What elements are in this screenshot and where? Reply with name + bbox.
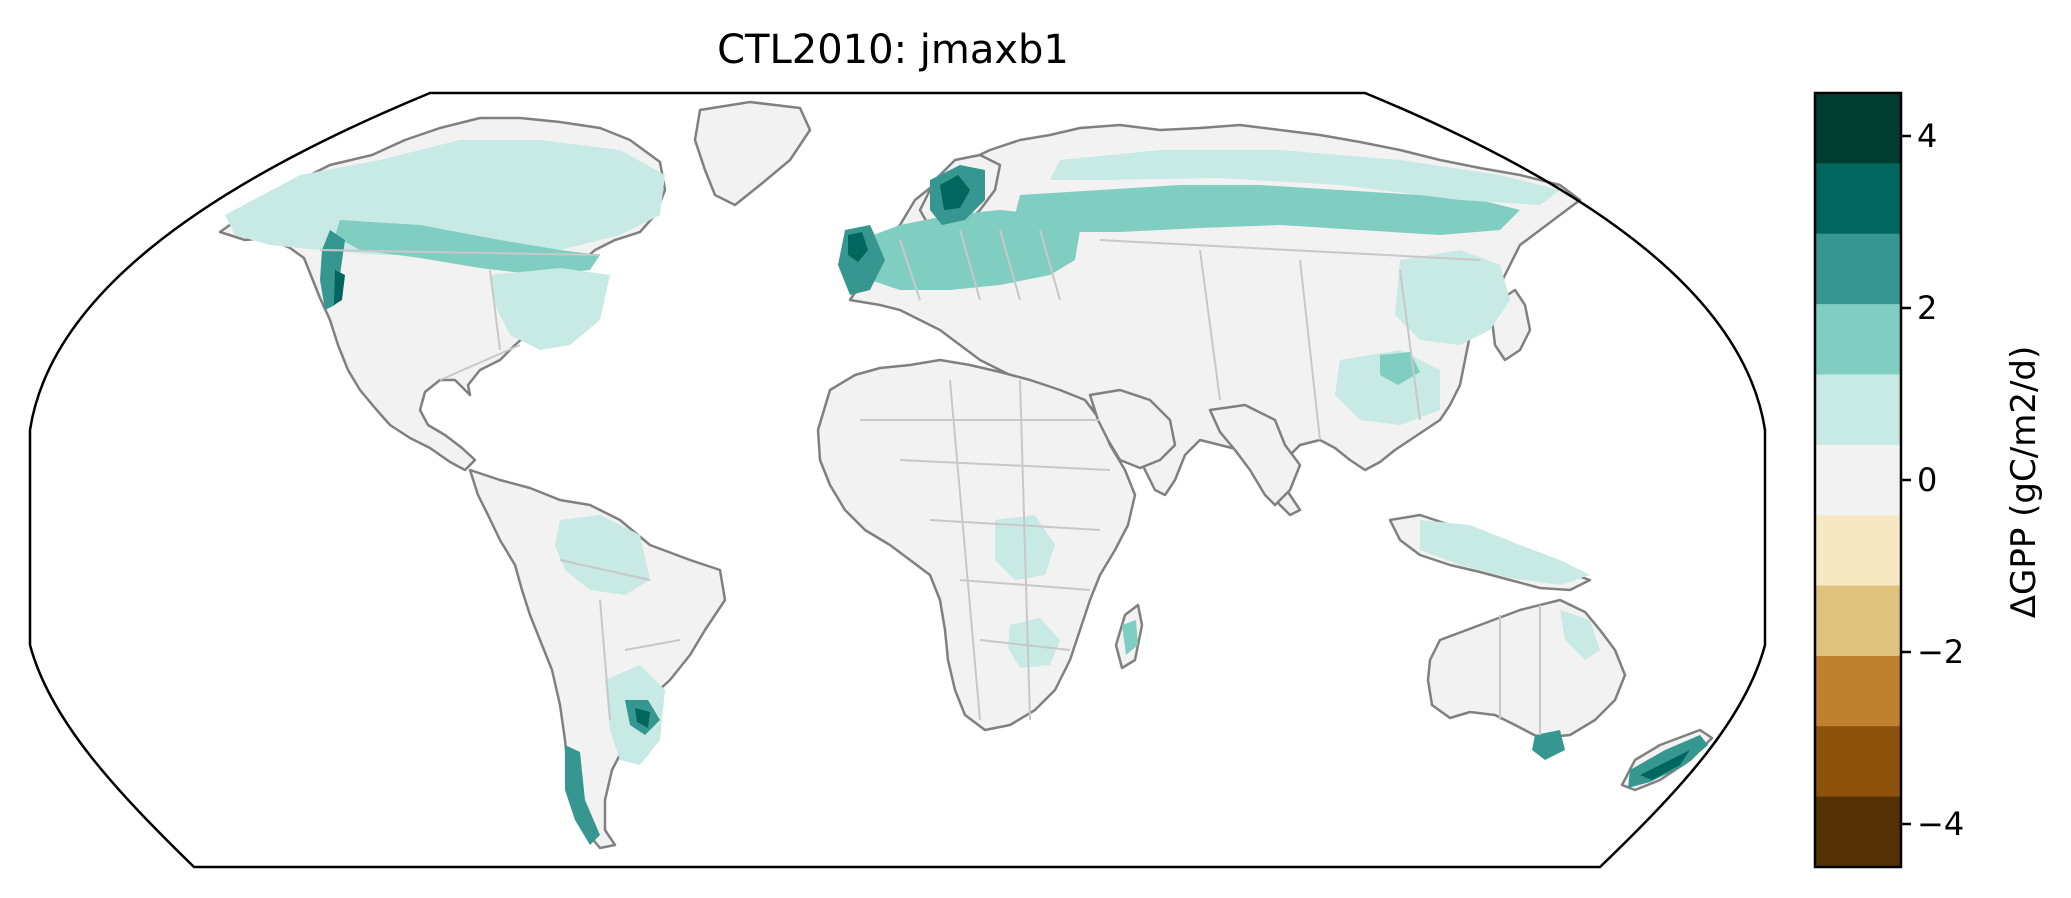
anomaly-patch-madagascar [1122,620,1138,655]
border-lines-sa [559,559,681,721]
border-lines-na [319,249,601,381]
anomaly-patch-sa-patagonia [565,745,600,845]
world-map [28,91,1767,869]
colorbar: 4 2 0 −2 −4 [1813,91,1964,869]
colorbar-bin [1815,726,1901,798]
anomaly-patch-australia-southeast [1532,730,1565,760]
australia [1426,598,1627,740]
anomaly-patch-na-east [490,268,610,350]
border-lines-africa [860,379,1111,721]
anomaly-patch-east-asia [1395,250,1510,345]
border-lines-asia [1099,239,1481,441]
greenland [693,100,812,207]
colorbar-bin [1815,93,1901,164]
anomaly-patch-australia-east [1560,610,1600,660]
anomaly-patch-europe [860,210,1080,290]
anomaly-patch-east-china-dark [1380,352,1420,385]
arabian-peninsula [1088,388,1177,470]
anomaly-patch-sea [1420,520,1590,585]
colorbar-bin [1815,796,1901,868]
colorbar-bin [1815,515,1901,587]
anomaly-patch-na-west-coast-dark [334,270,345,305]
anomaly-patch-na-boreal [225,140,665,260]
colorbar-bin [1815,444,1901,516]
colorbar-bin [1815,585,1901,657]
colorbar-tick-label: 0 [1917,461,1937,499]
anomaly-patch-europe-west-dark [848,232,868,262]
colorbar-tick-label: −2 [1917,633,1964,671]
colorbar-bin [1815,655,1901,727]
anomaly-patch-russia [1015,185,1520,235]
anomaly-patch-new-zealand-dark [1640,750,1690,780]
colorbar-bin [1815,233,1901,305]
colorbar-tick-label: 2 [1917,289,1937,327]
colorbar-bin [1815,374,1901,446]
anomaly-patch-scandinavia-dark [940,175,970,210]
anomaly-patch-na-mid [335,220,600,275]
border-lines-australia [1499,605,1541,735]
country-borders [319,229,1541,735]
border-lines-europe [899,229,1061,301]
anomaly-patch-sa-pampas-dark [635,708,650,728]
colorbar-bin [1815,163,1901,235]
colorbar-bin [1815,304,1901,375]
colorbar-tick-label: 4 [1917,117,1937,155]
anomaly-patch-southern-africa [1008,618,1060,668]
anomaly-patch-siberia [1050,150,1560,205]
colorbar-tick-label: −4 [1917,805,1964,843]
figure-title: CTL2010: jmaxb1 [717,27,1069,73]
map-boundary [28,91,1767,869]
colorbar-label: ΔGPP (gC/m2/d) [2004,346,2044,619]
indian-subcontinent [1208,403,1302,507]
